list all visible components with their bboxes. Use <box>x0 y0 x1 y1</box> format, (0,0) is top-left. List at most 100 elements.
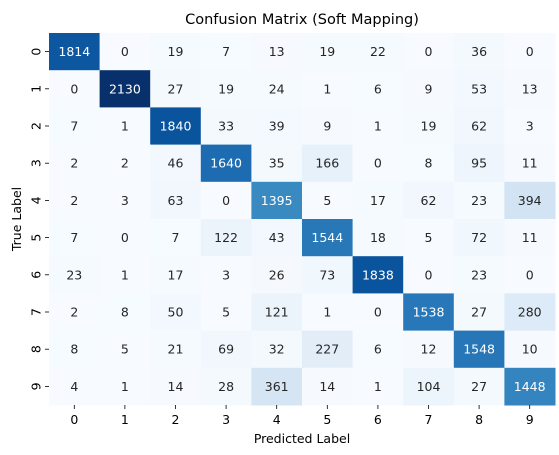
heatmap-cell <box>200 256 252 294</box>
cell-value-label: 6 <box>374 81 382 96</box>
cell-value-label: 62 <box>471 119 487 134</box>
heatmap-cell <box>49 107 101 146</box>
heatmap-cell <box>504 33 556 71</box>
heatmap-cell <box>352 256 404 294</box>
y-tick-label: 8 <box>29 345 44 353</box>
heatmap-cell <box>504 367 556 406</box>
heatmap-cell <box>403 330 455 369</box>
cell-value-label: 3 <box>526 119 534 134</box>
cell-value-label: 1 <box>323 305 331 320</box>
heatmap-cell <box>251 107 303 146</box>
cell-value-label: 1395 <box>261 193 293 208</box>
cell-value-label: 5 <box>222 305 230 320</box>
cell-value-label: 9 <box>425 81 433 96</box>
heatmap-cell <box>504 144 556 183</box>
cell-value-label: 8 <box>121 305 129 320</box>
heatmap-cell <box>302 367 354 406</box>
cell-value-label: 62 <box>421 193 437 208</box>
heatmap-cell <box>302 107 354 146</box>
cell-value-label: 17 <box>168 267 184 282</box>
heatmap-cell <box>352 70 404 108</box>
heatmap-cell <box>251 256 303 294</box>
heatmap-cell <box>302 256 354 294</box>
cell-value-label: 1814 <box>58 44 90 59</box>
x-tick-label: 1 <box>121 412 129 427</box>
cell-value-label: 0 <box>526 267 534 282</box>
cell-value-label: 11 <box>522 230 538 245</box>
cell-value-label: 0 <box>374 156 382 171</box>
cell-value-label: 1 <box>121 267 129 282</box>
y-tick-label: 4 <box>29 196 44 204</box>
heatmap-cell <box>49 33 101 71</box>
heatmap-cell <box>150 181 202 220</box>
heatmap-cell <box>302 330 354 369</box>
chart-title: Confusion Matrix (Soft Mapping) <box>185 12 419 28</box>
heatmap-cell <box>49 181 101 220</box>
cell-value-label: 5 <box>425 230 433 245</box>
cell-value-label: 0 <box>374 305 382 320</box>
cell-value-label: 0 <box>425 267 433 282</box>
cell-value-label: 7 <box>172 230 180 245</box>
heatmap-cell <box>352 219 404 257</box>
heatmap-cell <box>352 181 404 220</box>
heatmap-cell <box>403 144 455 183</box>
cell-value-label: 22 <box>370 44 386 59</box>
cell-value-label: 1640 <box>210 156 242 171</box>
heatmap-cell <box>453 107 505 146</box>
heatmap-cell <box>453 293 505 332</box>
cell-value-label: 69 <box>218 342 234 357</box>
cell-value-label: 8 <box>425 156 433 171</box>
heatmap-cell <box>504 107 556 146</box>
heatmap-cell <box>302 144 354 183</box>
cell-value-label: 53 <box>471 81 487 96</box>
cell-value-label: 0 <box>121 230 129 245</box>
cell-value-label: 50 <box>168 305 184 320</box>
heatmap-cell <box>302 33 354 71</box>
cell-value-label: 3 <box>121 193 129 208</box>
heatmap-cell <box>200 33 252 71</box>
heatmap-cell <box>403 33 455 71</box>
cell-value-label: 19 <box>218 81 234 96</box>
cell-value-label: 7 <box>70 230 78 245</box>
heatmap-cell <box>150 330 202 369</box>
cell-value-label: 12 <box>421 342 437 357</box>
cell-value-label: 28 <box>218 379 234 394</box>
heatmap-cell <box>352 367 404 406</box>
heatmap-cell <box>453 256 505 294</box>
cell-value-label: 3 <box>222 267 230 282</box>
cell-value-label: 35 <box>269 156 285 171</box>
heatmap-cell <box>150 256 202 294</box>
cell-value-label: 0 <box>526 44 534 59</box>
heatmap-cell <box>49 293 101 332</box>
heatmap-cell <box>504 256 556 294</box>
heatmap-cell <box>200 367 252 406</box>
cell-value-label: 18 <box>370 230 386 245</box>
cell-value-label: 0 <box>425 44 433 59</box>
cell-value-label: 5 <box>323 193 331 208</box>
y-tick-label: 3 <box>29 159 44 167</box>
y-tick-label: 0 <box>29 48 44 56</box>
cell-value-label: 43 <box>269 230 285 245</box>
cell-value-label: 95 <box>471 156 487 171</box>
heatmap-cell <box>251 181 303 220</box>
cell-value-label: 72 <box>471 230 487 245</box>
cell-value-label: 0 <box>70 81 78 96</box>
heatmap-cell <box>403 293 455 332</box>
heatmap-cell <box>453 367 505 406</box>
heatmap-cell <box>251 293 303 332</box>
cell-value-label: 1 <box>374 119 382 134</box>
cell-value-label: 7 <box>222 44 230 59</box>
cell-value-label: 23 <box>471 193 487 208</box>
heatmap-cell <box>99 144 151 183</box>
heatmap-cell <box>504 330 556 369</box>
heatmap-cell <box>99 70 151 108</box>
cell-value-label: 121 <box>265 305 289 320</box>
heatmap-cell <box>403 367 455 406</box>
heatmap-cell <box>150 144 202 183</box>
x-tick-label: 0 <box>70 412 78 427</box>
cell-value-label: 73 <box>319 267 335 282</box>
heatmap-cell <box>99 219 151 257</box>
heatmap-cell <box>251 367 303 406</box>
heatmap-cell <box>200 144 252 183</box>
heatmap-cell <box>99 181 151 220</box>
